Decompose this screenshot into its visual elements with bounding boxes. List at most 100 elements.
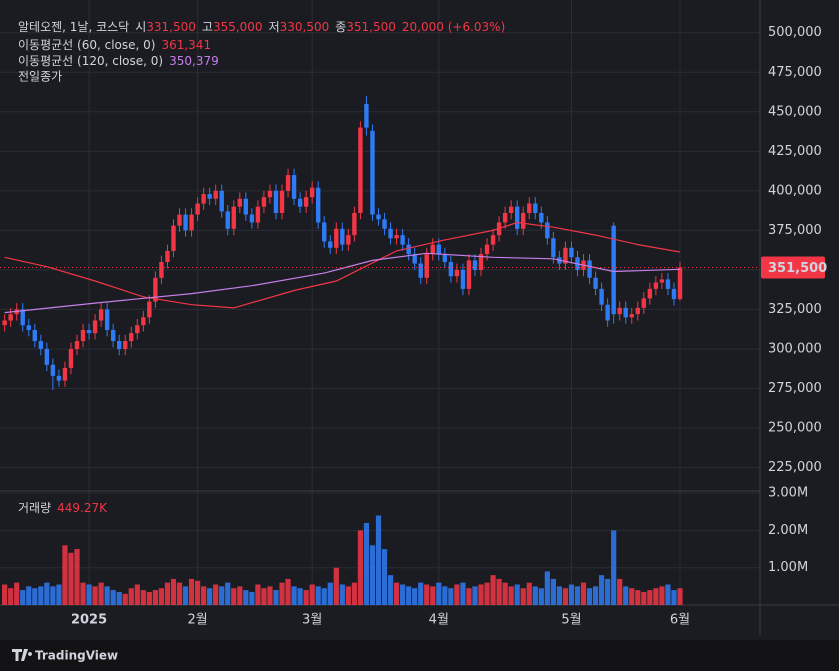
brand-logo <box>12 649 33 661</box>
v-tick-label: 2.00M <box>768 523 808 538</box>
candle-body <box>291 175 297 199</box>
volume-bar <box>104 586 110 605</box>
volume-bar <box>309 584 315 605</box>
y-tick-label: 475,000 <box>768 65 822 80</box>
volume-bar <box>502 582 508 605</box>
volume-bar <box>430 586 436 605</box>
volume-bar <box>333 567 339 605</box>
candle-body <box>225 211 230 229</box>
close-value: 351,500 <box>346 20 396 34</box>
candle-body <box>647 288 653 299</box>
volume-bar <box>508 586 514 605</box>
candle-body <box>358 127 363 213</box>
volume-bar <box>56 584 62 605</box>
volume-bar <box>520 588 526 605</box>
volume-bar <box>478 584 484 605</box>
volume-value: 449.27K <box>57 501 108 515</box>
volume-bar <box>68 552 74 605</box>
candle-body <box>593 277 598 289</box>
volume-bar <box>297 588 303 605</box>
volume-bar <box>400 584 406 605</box>
candle-body <box>527 203 532 213</box>
candle-body <box>110 329 116 342</box>
volume-bar <box>32 588 38 605</box>
candle-body <box>677 267 683 300</box>
candle-body <box>424 254 429 278</box>
volume-bar <box>460 582 466 605</box>
candle-body <box>117 341 122 349</box>
candle-body <box>388 228 393 239</box>
volume-bar <box>303 590 309 605</box>
candle-body <box>478 254 484 270</box>
volume-bar <box>526 582 532 605</box>
candle-body <box>466 260 472 289</box>
candle-body <box>322 222 327 242</box>
volume-bar <box>387 575 394 605</box>
y-tick-label: 425,000 <box>768 144 822 159</box>
low-value: 330,500 <box>280 20 330 34</box>
volume-bar <box>321 588 327 605</box>
volume-bar <box>110 590 116 605</box>
candle-body <box>605 304 610 321</box>
legend-value: 350,379 <box>169 54 219 68</box>
volume-bar <box>255 584 261 605</box>
candle-body <box>2 320 7 326</box>
volume-bar <box>267 586 273 605</box>
volume-bar <box>182 586 189 605</box>
candle-body <box>165 250 170 262</box>
moving-average <box>4 252 681 314</box>
candle-body <box>490 235 496 245</box>
candle-body <box>533 203 538 213</box>
volume-bar <box>580 582 587 605</box>
volume-bar <box>641 591 647 605</box>
close-label: 종 <box>335 20 346 34</box>
candle-body <box>364 103 369 128</box>
candle-body <box>376 214 381 220</box>
candle-body <box>62 367 68 381</box>
candle-body <box>635 307 640 315</box>
candle-body <box>297 198 303 207</box>
y-tick-label: 275,000 <box>768 381 822 396</box>
candle-body <box>249 214 255 223</box>
volume-bar <box>357 530 364 605</box>
candle-body <box>508 206 514 213</box>
volume-bar <box>92 586 98 605</box>
volume-bar <box>544 571 550 605</box>
candle-body <box>665 279 671 289</box>
volume-bar <box>38 586 44 605</box>
candle-body <box>418 263 423 278</box>
candle-body <box>20 309 25 326</box>
candle-body <box>448 261 454 277</box>
candle-body <box>8 314 13 321</box>
volume-bar <box>315 586 321 605</box>
symbol-name: 알테오젠, 1날, 코스닥 <box>18 20 129 34</box>
volume-bar <box>327 582 333 605</box>
open-label: 시 <box>135 20 146 34</box>
volume-bar <box>363 522 370 605</box>
footer-bar <box>0 640 839 671</box>
volume-bar <box>406 586 412 605</box>
volume-bar <box>605 578 611 605</box>
volume-bar <box>562 588 569 605</box>
header: 알테오젠, 1날, 코스닥 시331,500 고355,000 저330,500 종35… <box>18 20 505 515</box>
open-value: 331,500 <box>146 20 196 34</box>
candle-body <box>370 130 375 215</box>
volume-bar <box>213 584 219 605</box>
candle-body <box>334 228 339 248</box>
volume-bar <box>647 590 653 605</box>
candle-body <box>255 206 261 223</box>
volume-bar <box>98 582 104 605</box>
volume-bar <box>285 578 291 605</box>
background <box>0 0 839 640</box>
volume-bar <box>116 591 122 605</box>
volume-bar <box>207 588 213 605</box>
volume-bar <box>418 582 424 605</box>
volume-bar <box>176 582 183 605</box>
x-tick-label: 6월 <box>670 613 690 628</box>
volume-bar <box>556 586 562 605</box>
candle-body <box>213 190 218 199</box>
x-tick-label: 5월 <box>561 613 581 628</box>
volume-bar <box>20 590 26 605</box>
y-tick-label: 300,000 <box>768 341 822 356</box>
